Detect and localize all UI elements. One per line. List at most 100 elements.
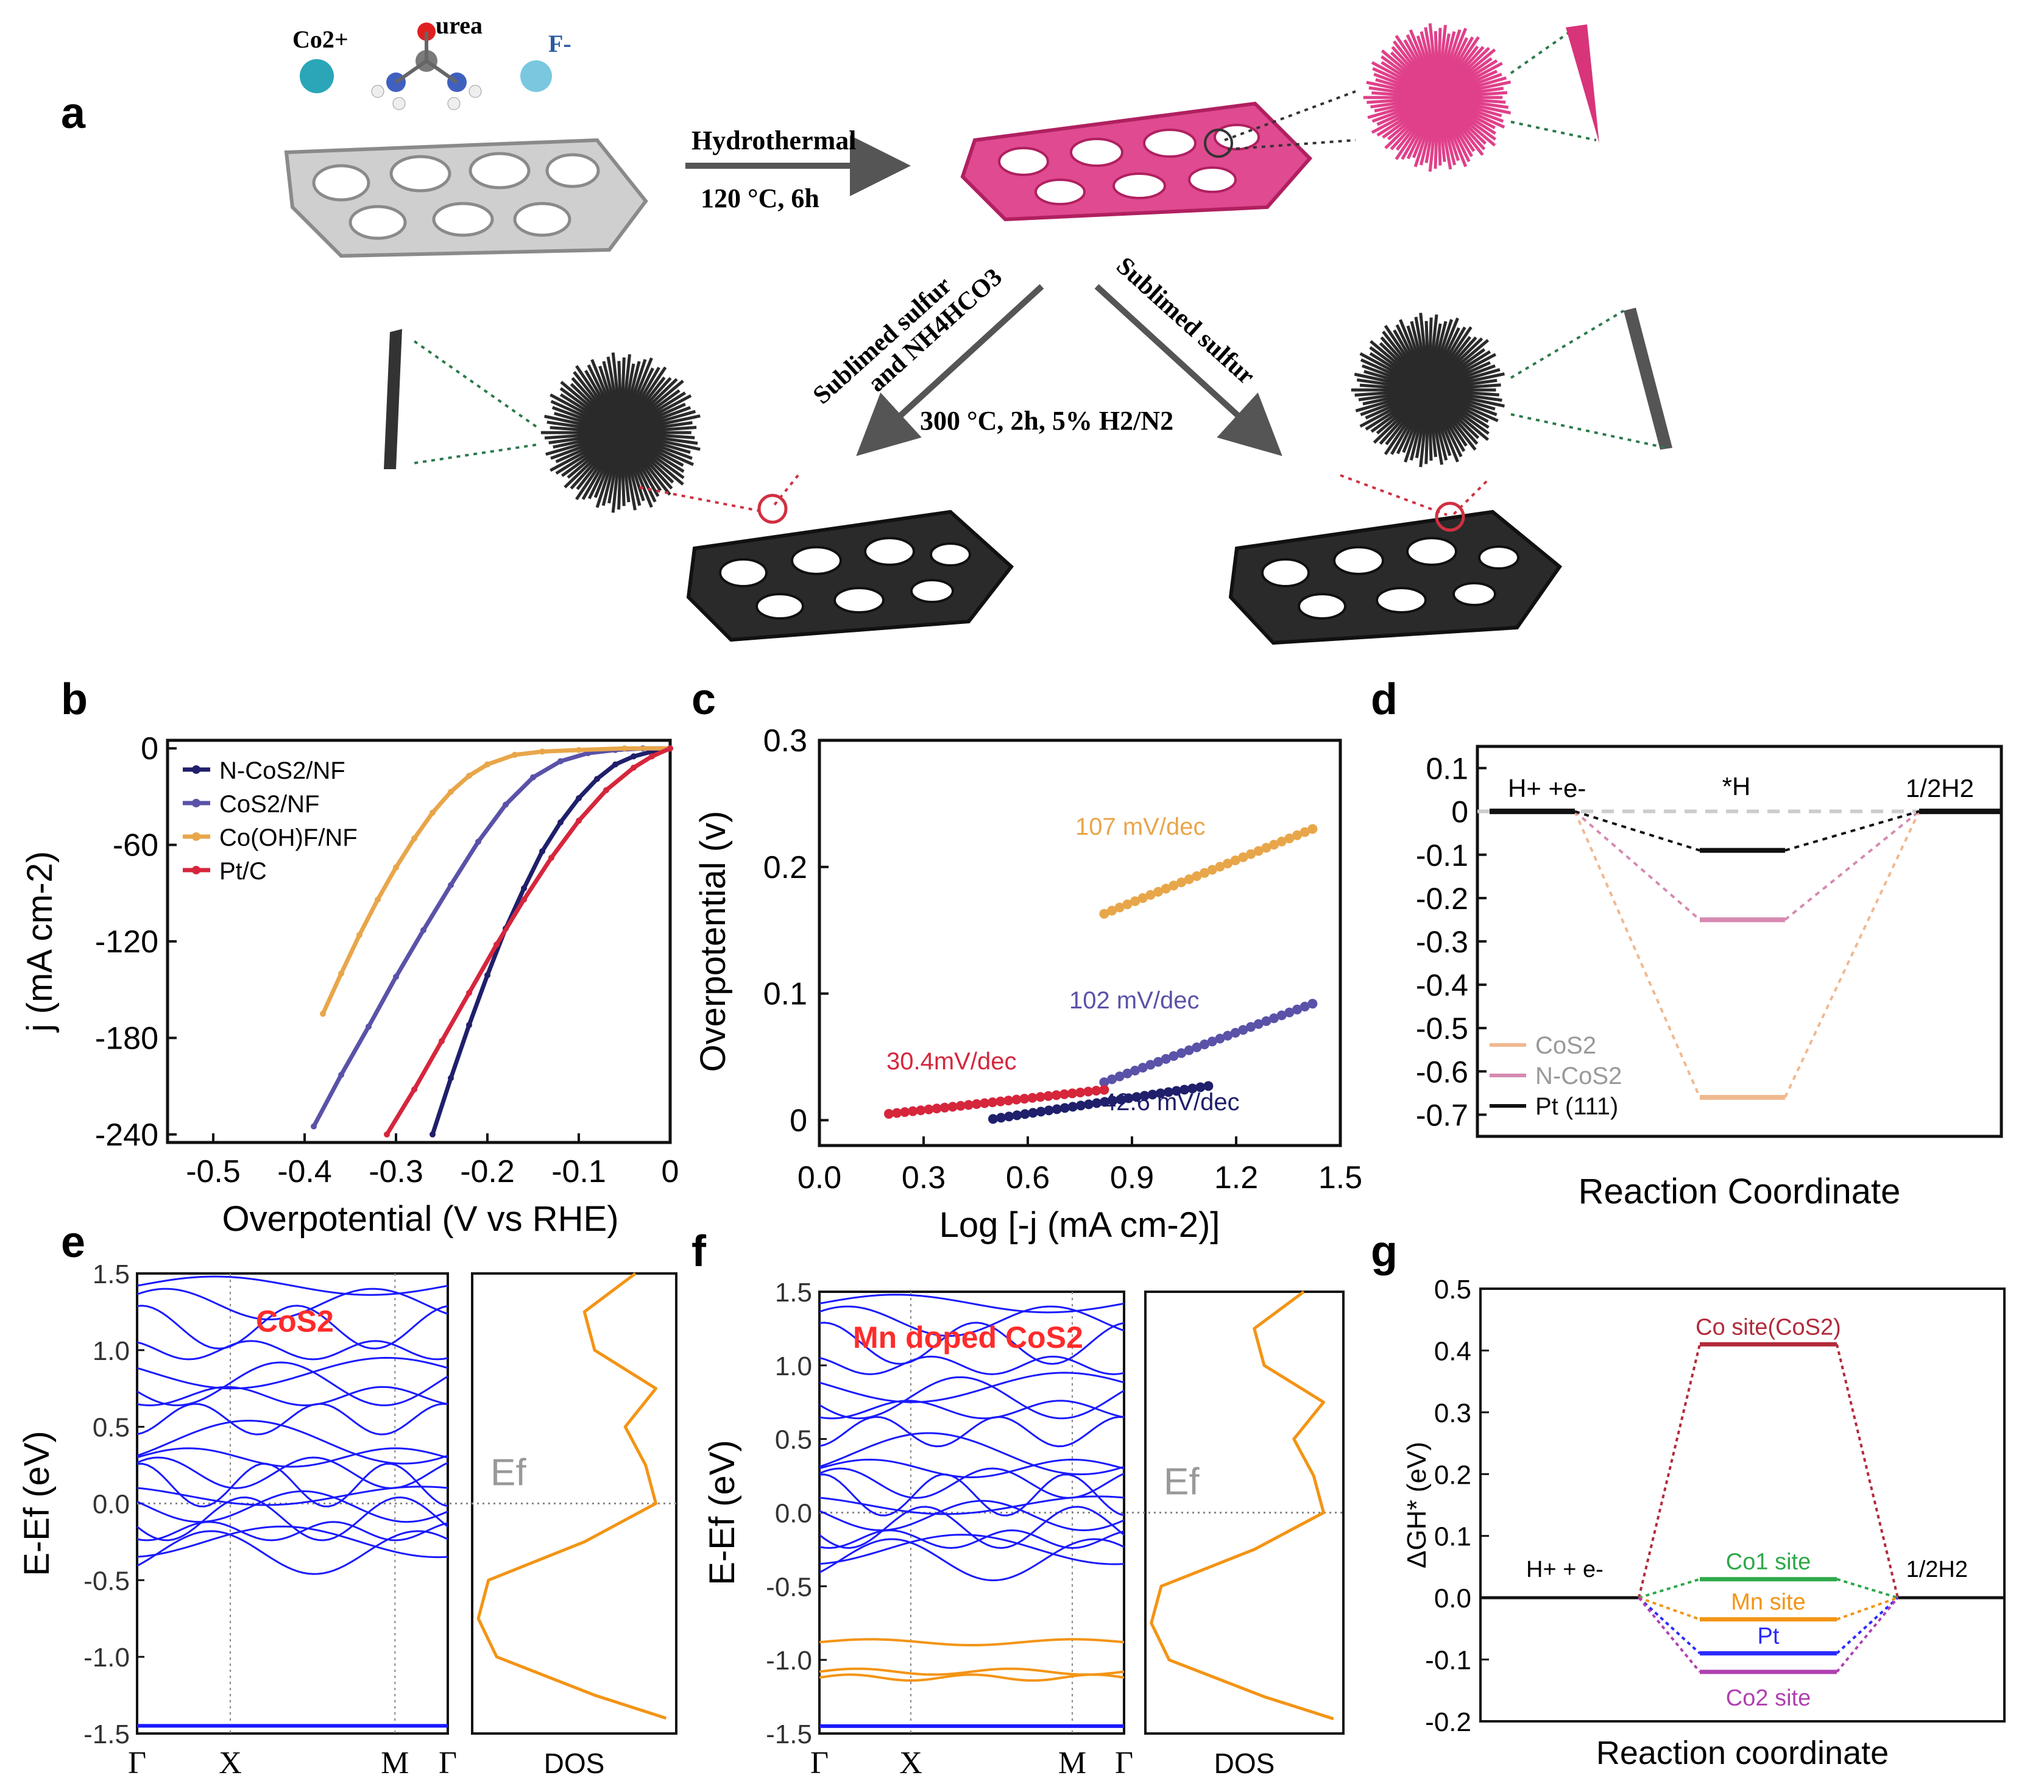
y-tick-label: -60 xyxy=(113,828,158,863)
x-axis-label: Log [-j (mA cm-2)] xyxy=(939,1205,1220,1245)
data-point xyxy=(1043,1091,1053,1101)
data-point xyxy=(1207,1036,1217,1047)
band-curve xyxy=(136,1456,448,1489)
k-point-label: M xyxy=(1058,1746,1086,1780)
data-point xyxy=(1122,1068,1133,1078)
panel-d: d 0.1 0 -0.1 -0.2 -0.3 -0.4 -0.5 -0.6 -0.7 H+ +e… xyxy=(1371,675,2003,1211)
y-tick-label: -240 xyxy=(95,1117,158,1153)
band-curve xyxy=(136,1340,448,1361)
data-point xyxy=(1161,884,1171,894)
data-point xyxy=(932,1103,942,1114)
data-point xyxy=(1307,824,1318,834)
data-point xyxy=(576,818,582,824)
data-point xyxy=(1137,1063,1148,1073)
legend-marker xyxy=(192,832,200,841)
material-label: Mn doped CoS2 xyxy=(853,1320,1083,1355)
data-point xyxy=(338,970,344,977)
data-point xyxy=(1155,1088,1165,1099)
band-curve xyxy=(136,1462,448,1507)
fluoride-ion-label: F- xyxy=(548,30,571,57)
data-point xyxy=(1276,1010,1287,1021)
y-tick-label: 0.3 xyxy=(1434,1398,1471,1428)
x-tick-label: 0.9 xyxy=(1110,1160,1154,1195)
data-point xyxy=(466,773,472,779)
panel-a: a Co2+ urea F- xyxy=(61,12,1672,645)
legend-marker xyxy=(192,765,200,774)
hydrothermal-condition: 120 °C, 6h xyxy=(701,183,819,213)
band-curve xyxy=(819,1305,1125,1337)
urchin-core xyxy=(592,403,651,462)
y-tick-label: 1.5 xyxy=(775,1278,812,1308)
data-point xyxy=(1200,1039,1210,1050)
data-point xyxy=(576,795,582,802)
data-point xyxy=(1261,843,1271,853)
data-point xyxy=(1195,1082,1206,1093)
data-point xyxy=(1067,1088,1078,1099)
data-point xyxy=(521,885,527,891)
x-tick-label: 0.3 xyxy=(902,1160,946,1195)
data-point xyxy=(908,1106,918,1116)
data-point xyxy=(557,758,564,765)
urea-bond xyxy=(395,59,428,84)
zoom-line xyxy=(1340,474,1448,516)
data-point xyxy=(924,1104,934,1114)
x-axis-label: Reaction coordinate xyxy=(1596,1735,1889,1771)
data-point xyxy=(1169,1051,1179,1061)
data-point xyxy=(1130,896,1140,907)
y-tick-label: 0.2 xyxy=(763,850,807,885)
y-axis-label: E-Ef (eV) xyxy=(702,1440,742,1585)
data-point xyxy=(466,1022,472,1029)
legend: CoS2 N-CoS2 Pt (111) xyxy=(1490,1032,1622,1120)
data-point xyxy=(1123,1093,1134,1103)
panel-g: g 0.5 0.4 0.3 0.2 0.1 0.0 -0.1 -0.2 Co site(CoS… xyxy=(1371,1227,2006,1771)
k-point-label: M xyxy=(381,1746,409,1780)
data-point xyxy=(1028,1108,1038,1118)
data-point xyxy=(1044,1105,1054,1116)
data-point xyxy=(1116,1094,1126,1105)
data-point xyxy=(1292,830,1303,840)
band-curve xyxy=(819,1400,1125,1420)
data-point xyxy=(1092,1098,1102,1108)
fermi-level-label: Ef xyxy=(1164,1461,1200,1503)
data-point xyxy=(892,1108,902,1118)
data-point xyxy=(384,1131,390,1138)
connector xyxy=(1638,1578,1700,1599)
y-tick-label: 0.1 xyxy=(1426,752,1468,786)
band-curve xyxy=(819,1294,1125,1314)
data-point xyxy=(1246,849,1256,859)
data-point xyxy=(1003,1096,1014,1106)
k-point-label: X xyxy=(899,1746,922,1780)
y-tick-label: -0.7 xyxy=(1416,1098,1468,1132)
data-point xyxy=(375,896,381,903)
data-point xyxy=(1238,1025,1248,1035)
fluoride-ion-sphere xyxy=(520,60,552,92)
band-curve xyxy=(136,1386,448,1406)
sulfidation-arrow-right xyxy=(1094,284,1282,456)
legend-label: N-CoS2/NF xyxy=(219,757,345,784)
band-curve xyxy=(819,1500,1125,1531)
y-tick-label: -0.5 xyxy=(1416,1011,1468,1046)
data-point xyxy=(448,1075,454,1082)
data-point xyxy=(1020,1109,1030,1119)
data-point xyxy=(448,788,454,795)
data-point xyxy=(1084,1099,1094,1110)
data-point xyxy=(594,776,600,782)
y-tick-label: 0.3 xyxy=(763,723,807,759)
x-tick-label: 0.6 xyxy=(1006,1160,1050,1195)
legend-label: CoS2/NF xyxy=(219,791,320,818)
data-point xyxy=(1253,846,1264,856)
band-curve xyxy=(136,1305,448,1350)
data-point xyxy=(1091,1086,1102,1096)
y-tick-label: 0.0 xyxy=(775,1499,812,1529)
y-axis-label: Overpotential (v) xyxy=(693,811,733,1072)
y-tick-label: 0.2 xyxy=(1434,1460,1471,1490)
site-label: Co2 site xyxy=(1726,1685,1811,1711)
data-point xyxy=(1130,1066,1140,1076)
data-point xyxy=(1169,880,1179,891)
data-point xyxy=(1192,1042,1202,1052)
data-point xyxy=(1307,999,1318,1009)
band-curve xyxy=(819,1415,1125,1448)
y-tick-label: 0.0 xyxy=(93,1490,130,1520)
connector xyxy=(1836,1596,1898,1621)
